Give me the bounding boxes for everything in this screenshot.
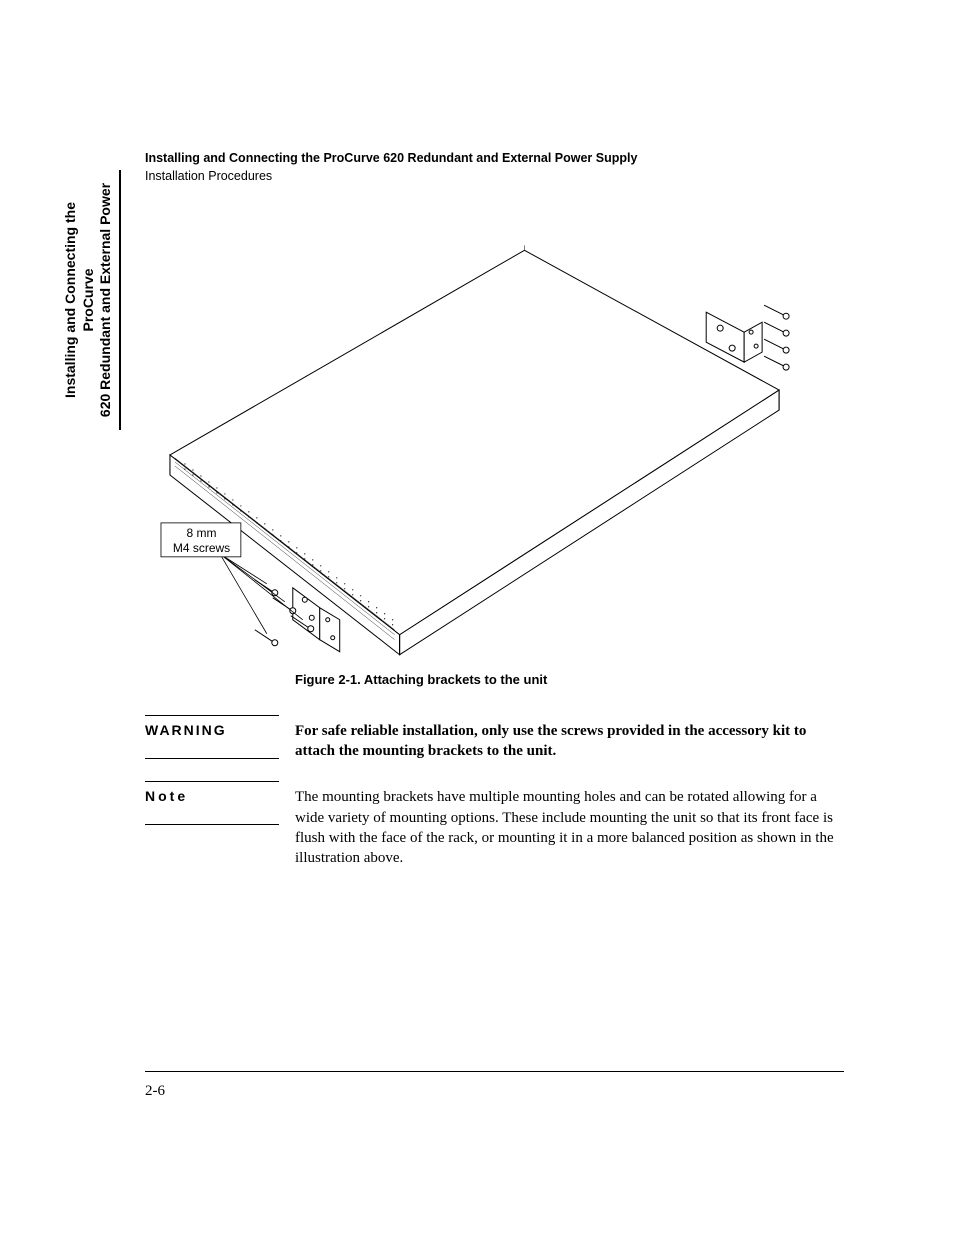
- figure: 8 mm M4 screws: [145, 240, 844, 660]
- note-block: Note The mounting brackets have multiple…: [145, 781, 844, 868]
- figure-caption: Figure 2-1. Attaching brackets to the un…: [295, 672, 844, 687]
- header-subtitle: Installation Procedures: [145, 168, 844, 185]
- side-tab-line2: 620 Redundant and External Power: [97, 170, 115, 430]
- running-header: Installing and Connecting the ProCurve 6…: [145, 150, 844, 185]
- warning-block: WARNING For safe reliable installation, …: [145, 715, 844, 762]
- header-title: Installing and Connecting the ProCurve 6…: [145, 150, 844, 167]
- side-tab-line1: Installing and Connecting the ProCurve: [62, 170, 97, 430]
- callout-line2: M4 screws: [164, 541, 239, 556]
- warning-body: For safe reliable installation, only use…: [295, 715, 844, 762]
- note-label: Note: [145, 781, 279, 825]
- side-tab: Installing and Connecting the ProCurve 6…: [62, 170, 121, 430]
- screw-callout: 8 mm M4 screws: [164, 526, 239, 556]
- warning-label: WARNING: [145, 715, 279, 759]
- page-number: 2-6: [145, 1083, 165, 1100]
- footer-rule: [145, 1071, 844, 1072]
- note-body: The mounting brackets have multiple moun…: [295, 781, 844, 868]
- device-illustration: [145, 240, 844, 660]
- callout-line1: 8 mm: [164, 526, 239, 541]
- page: Installing and Connecting the ProCurve 6…: [0, 0, 954, 1235]
